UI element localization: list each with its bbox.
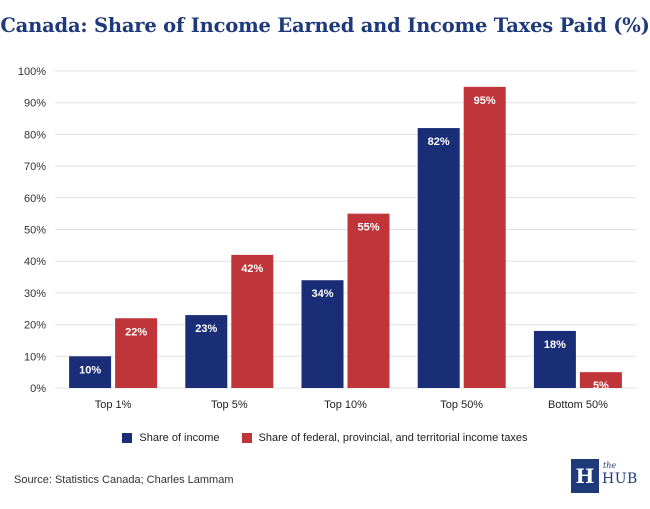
legend-item-income: Share of income [122, 432, 220, 444]
bar-value-label: 10% [79, 364, 101, 376]
bars [69, 86, 622, 388]
bar-income [185, 315, 228, 388]
legend-swatch-taxes [241, 433, 252, 443]
legend-swatch-income [122, 433, 133, 443]
bar-income [533, 330, 576, 388]
y-tick-label: 100% [18, 66, 46, 78]
bar-value-label: 18% [544, 339, 566, 351]
legend-label-income: Share of income [139, 432, 220, 444]
bar-taxes [231, 254, 274, 388]
y-tick-label: 60% [24, 193, 46, 205]
bar-value-label: 23% [195, 323, 217, 335]
bar-value-label: 82% [428, 136, 450, 148]
logo-hub-text: HUB [602, 471, 638, 487]
y-tick-label: 80% [24, 129, 46, 141]
bar-value-label: 22% [125, 326, 147, 338]
x-tick-label: Top 5% [211, 399, 248, 411]
y-tick-label: 40% [24, 256, 46, 268]
bar-value-label: 55% [357, 222, 379, 234]
bar-income [417, 128, 460, 388]
legend-item-taxes: Share of federal, provincial, and territ… [241, 432, 528, 444]
bar-income [69, 356, 112, 388]
y-tick-label: 70% [24, 161, 46, 173]
bar-income [301, 280, 344, 388]
the-hub-logo: H the HUB [571, 459, 637, 493]
x-tick-label: Bottom 50% [548, 399, 608, 411]
y-tick-label: 10% [24, 351, 46, 363]
y-tick-label: 20% [24, 320, 46, 332]
bar-value-labels: 10% 22% 23% 42% 34% 55% 82% 95% 18% 5% [79, 95, 609, 392]
y-axis-ticks: 0% 10% 20% 30% 40% 50% 60% 70% 80% 90% 100% [18, 66, 46, 395]
source-note: Source: Statistics Canada; Charles Lamma… [14, 474, 234, 486]
bar-taxes [579, 372, 622, 388]
logo-mark: H [571, 459, 599, 493]
y-tick-label: 50% [24, 225, 46, 237]
bar-value-label: 95% [474, 95, 496, 107]
x-tick-label: Top 10% [324, 399, 367, 411]
y-tick-label: 0% [30, 383, 46, 395]
bar-taxes [463, 86, 506, 388]
x-axis-ticks: Top 1% Top 5% Top 10% Top 50% Bottom 50% [95, 399, 608, 411]
x-tick-label: Top 1% [95, 399, 132, 411]
bar-taxes [115, 318, 158, 388]
y-tick-label: 90% [24, 98, 46, 110]
grid-lines [55, 70, 636, 389]
legend-label-taxes: Share of federal, provincial, and territ… [258, 432, 528, 444]
bar-value-label: 5% [593, 380, 609, 392]
bar-chart: 0% 10% 20% 30% 40% 50% 60% 70% 80% 90% 100% 10% 22%… [18, 66, 636, 411]
x-tick-label: Top 50% [440, 399, 483, 411]
chart-title: Canada: Share of Income Earned and Incom… [0, 14, 650, 37]
logo-the-text: the [603, 461, 617, 470]
legend: Share of income Share of federal, provin… [0, 432, 650, 444]
bar-value-label: 34% [311, 288, 333, 300]
bar-taxes [347, 213, 390, 388]
bar-value-label: 42% [241, 263, 263, 275]
y-tick-label: 30% [24, 288, 46, 300]
